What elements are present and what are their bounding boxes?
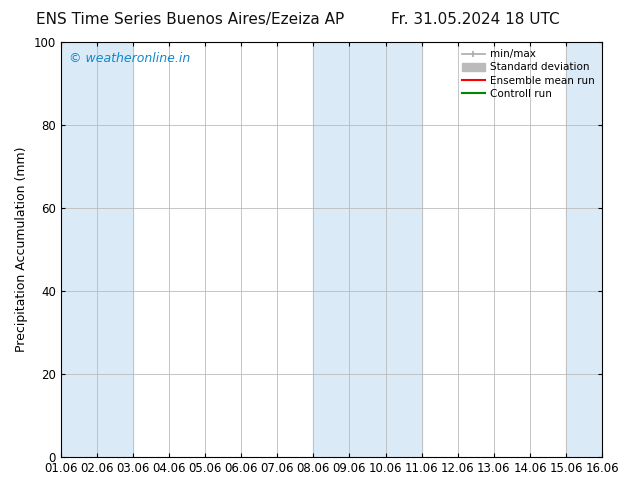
Bar bbox=[566, 42, 620, 457]
Bar bbox=[313, 42, 422, 457]
Y-axis label: Precipitation Accumulation (mm): Precipitation Accumulation (mm) bbox=[15, 147, 28, 352]
Text: Fr. 31.05.2024 18 UTC: Fr. 31.05.2024 18 UTC bbox=[391, 12, 560, 27]
Text: © weatheronline.in: © weatheronline.in bbox=[69, 52, 190, 66]
Text: ENS Time Series Buenos Aires/Ezeiza AP: ENS Time Series Buenos Aires/Ezeiza AP bbox=[36, 12, 344, 27]
Bar bbox=[61, 42, 133, 457]
Legend: min/max, Standard deviation, Ensemble mean run, Controll run: min/max, Standard deviation, Ensemble me… bbox=[458, 45, 599, 103]
